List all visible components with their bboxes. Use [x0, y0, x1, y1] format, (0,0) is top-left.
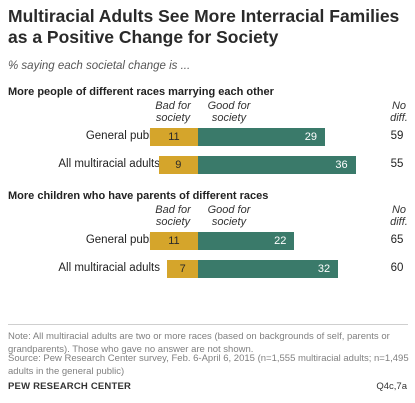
chart-subtitle: % saying each societal change is ...	[8, 60, 191, 72]
chart-panel-2: More children who have parents of differ…	[0, 190, 415, 290]
bar-label-bad: 7	[179, 263, 186, 275]
bar-bad-for-society	[149, 128, 198, 146]
row-label: All multiracial adults	[58, 158, 160, 170]
column-header-good: Good for society	[207, 204, 251, 228]
bar-bad-for-society	[167, 260, 198, 278]
bar-label-good: 32	[317, 263, 331, 275]
note-divider	[8, 324, 408, 325]
value-no-difference: 55	[390, 158, 404, 170]
column-header-good: Good for society	[207, 100, 251, 124]
chart-source: Source: Pew Research Center survey, Feb.…	[8, 353, 409, 377]
bar-good-for-society	[198, 128, 326, 146]
chart-title: Multiracial Adults See More Interracial …	[8, 6, 400, 47]
chart-panel-title: More people of different races marrying …	[8, 86, 274, 98]
value-no-difference: 59	[390, 130, 404, 142]
row-label: All multiracial adults	[58, 262, 160, 274]
footer-ref: Q4c,7a	[376, 381, 407, 392]
bar-bad-for-society	[158, 156, 198, 174]
row-label: General public	[85, 130, 160, 142]
chart-panel-1: More people of different races marrying …	[0, 86, 415, 186]
bar-label-good: 22	[274, 235, 287, 247]
bar-good-for-society	[198, 156, 356, 174]
value-no-difference: 65	[390, 234, 404, 246]
column-header-bad: Bad for society	[155, 100, 191, 124]
footer-org: PEW RESEARCH CENTER	[8, 381, 132, 392]
bar-label-bad: 11	[168, 131, 180, 143]
bar-label-good: 29	[304, 131, 318, 143]
column-header-bad: Bad for society	[155, 204, 191, 228]
chart-note: Note: All multiracial adults are two or …	[8, 331, 390, 355]
bar-label-bad: 11	[168, 235, 180, 247]
bar-good-for-society	[198, 260, 339, 278]
column-header-nodiff: No diff.	[390, 204, 408, 228]
chart-panel-title: More children who have parents of differ…	[8, 190, 269, 202]
bar-good-for-society	[198, 232, 295, 250]
column-header-nodiff: No diff.	[390, 100, 408, 124]
bar-label-good: 36	[335, 159, 348, 171]
value-no-difference: 60	[390, 262, 404, 274]
bar-bad-for-society	[149, 232, 198, 250]
row-label: General public	[85, 234, 160, 246]
bar-label-bad: 9	[175, 159, 182, 171]
